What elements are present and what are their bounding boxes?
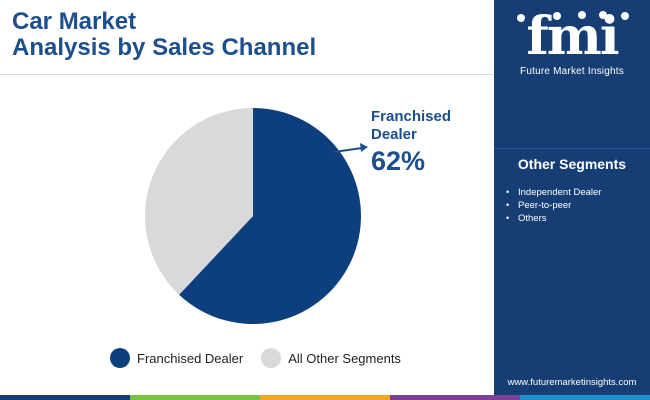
bottom-bar-segment (0, 395, 130, 400)
pie-chart (144, 108, 368, 324)
legend-swatch-franchised-dealer (110, 348, 130, 368)
chart-legend: Franchised Dealer All Other Segments (110, 348, 419, 368)
bottom-bar-segment (130, 395, 260, 400)
legend-item-franchised-dealer: Franchised Dealer (110, 348, 243, 368)
website-url: www.futuremarketinsights.com (507, 377, 637, 388)
segment-item-peer-to-peer: Peer-to-peer (506, 199, 601, 212)
title-divider (0, 74, 494, 75)
legend-swatch-all-other-segments (261, 348, 282, 368)
bottom-color-bar (0, 395, 650, 400)
sidebar: fmi Future Market Insights Other Segment… (494, 0, 650, 400)
bottom-bar-segment (260, 395, 390, 400)
pie-slice-franchised-dealer (179, 108, 361, 324)
chart-title-line2: Analysis by Sales Channel (12, 34, 317, 61)
callout-value: 62% (371, 146, 426, 176)
other-segments-list: Independent Dealer Peer-to-peer Others (506, 186, 601, 225)
pie-slices (144, 108, 361, 324)
sidebar-divider (494, 148, 650, 149)
other-segments-title: Other Segments (517, 156, 627, 172)
bottom-bar-segment (520, 395, 650, 400)
segment-item-others: Others (506, 212, 601, 225)
chart-title-line1: Car Market (12, 8, 137, 35)
bottom-bar-segment (390, 395, 520, 400)
chart-title: Car Market Analysis by Sales Channel (12, 9, 316, 61)
legend-label-all-other-segments: All Other Segments (288, 350, 401, 366)
legend-label-franchised-dealer: Franchised Dealer (137, 350, 244, 366)
segment-item-independent-dealer: Independent Dealer (506, 186, 601, 199)
callout-arrow (333, 143, 368, 153)
pie-callout: Franchised Dealer 62% (371, 108, 481, 176)
callout-label: Franchised Dealer (371, 108, 452, 143)
logo-company-name: Future Market Insights (520, 66, 624, 77)
legend-item-all-other-segments: All Other Segments (261, 348, 401, 368)
fmi-logo: fmi Future Market Insights (513, 6, 631, 77)
pie-slice-all-other-segments (144, 108, 253, 295)
chart-panel: Car Market Analysis by Sales Channel Fra… (0, 8, 494, 368)
fmi-logo-mark: fmi (517, 6, 629, 67)
